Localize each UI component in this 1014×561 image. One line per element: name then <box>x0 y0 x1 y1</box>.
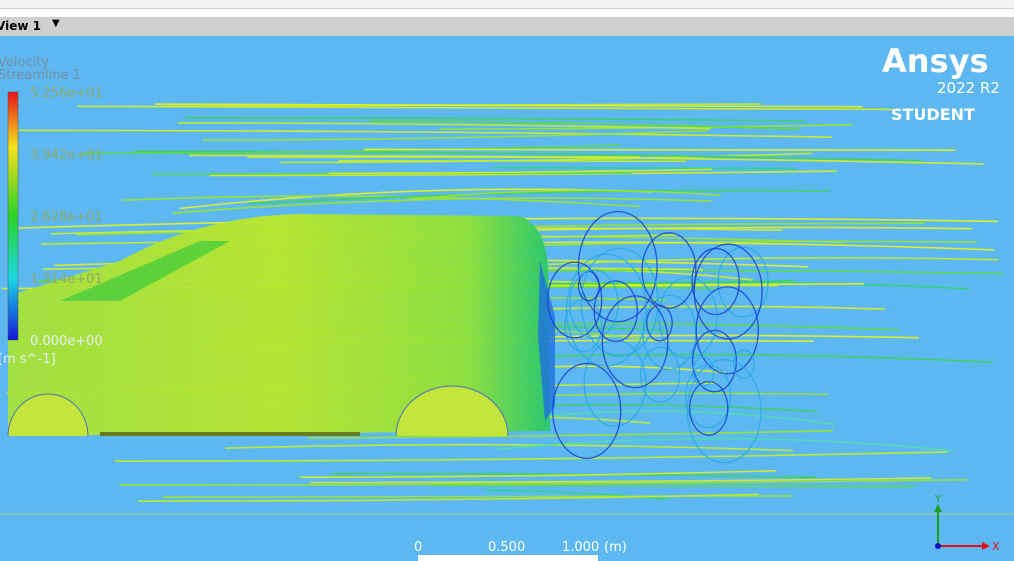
streamline <box>484 489 668 501</box>
view-dropdown[interactable]: ▼ <box>52 18 60 29</box>
vortex-loop <box>717 246 769 318</box>
streamline <box>280 152 813 164</box>
streamline <box>307 429 833 439</box>
legend-label: 3.942e+01 <box>30 148 103 163</box>
streamline <box>209 170 837 177</box>
streamline <box>177 122 711 130</box>
streamline <box>390 189 721 203</box>
streamline <box>430 484 915 488</box>
color-bar <box>7 91 19 341</box>
legend-unit: [m s^-1] <box>0 352 56 367</box>
wake-vortices <box>547 210 769 464</box>
legend-variable: Velocity <box>0 55 49 70</box>
vortex-loop <box>693 243 763 340</box>
scale-labels: 0 0.500 1.000 (m) <box>414 540 627 555</box>
vortex-loop <box>639 346 681 403</box>
legend-object: Streamline 1 <box>0 68 81 83</box>
streamline <box>82 144 621 155</box>
scale-label: 1.000 <box>562 540 599 555</box>
streamline <box>225 443 794 452</box>
streamline <box>121 195 641 208</box>
vortex-loop <box>688 380 729 436</box>
vortex-loop <box>691 247 740 316</box>
streamline <box>172 197 712 214</box>
streamline <box>338 159 687 163</box>
underbody <box>100 432 360 436</box>
front-wheel <box>7 393 89 437</box>
legend-label: 5.256e+01 <box>30 86 103 101</box>
streamline <box>492 166 796 170</box>
vortex-loop <box>601 295 669 389</box>
vortex-loop <box>692 356 715 387</box>
streamline <box>135 150 923 162</box>
logo-edition: STUDENT <box>891 105 975 124</box>
vortex-loop <box>552 362 622 460</box>
y-arrowhead <box>934 504 942 512</box>
vortex-loop <box>568 269 619 339</box>
streamline <box>370 120 800 131</box>
streamline <box>114 451 948 463</box>
vortex-loop <box>695 286 759 375</box>
streamline <box>309 477 932 484</box>
vortex-loop <box>547 261 603 339</box>
triad-origin <box>935 543 941 549</box>
legend-labels: 5.256e+01 3.942e+01 2.628e+01 1.314e+01 0.00… <box>30 86 103 349</box>
streamline <box>248 189 830 205</box>
streamline <box>152 172 632 176</box>
streamline <box>364 148 956 151</box>
streamline <box>119 478 969 486</box>
vortex-loop <box>732 349 755 380</box>
vortex-loop <box>641 232 697 309</box>
streamline <box>154 103 863 108</box>
rear-wake <box>538 261 555 421</box>
streamline <box>188 154 984 165</box>
streamline <box>10 129 832 139</box>
streamline <box>328 168 712 175</box>
scale-bar <box>418 555 598 561</box>
vortex-loop <box>658 276 718 359</box>
streamline <box>184 116 804 122</box>
vortex-loop <box>686 359 762 464</box>
axis-x-label: X <box>992 540 1000 553</box>
view-bar[interactable]: View 1 ▼ <box>0 17 1014 36</box>
rear-wheel <box>395 385 509 437</box>
vortex-loop <box>577 210 658 323</box>
toolbar <box>0 0 1014 9</box>
axis-y-label: Y <box>934 494 942 505</box>
vortex-loop <box>691 329 738 393</box>
windshield <box>60 241 230 301</box>
streamline <box>202 129 708 141</box>
x-arrowhead <box>982 542 990 550</box>
streamline <box>138 493 759 502</box>
legend-label: 1.314e+01 <box>30 272 103 287</box>
view-label[interactable]: View 1 <box>0 19 41 33</box>
streamline <box>299 469 776 479</box>
viewport: Velocity Streamline 1 5.256e+01 3.942e+01… <box>0 36 1014 561</box>
vortex-loop <box>580 247 659 357</box>
vortex-loop <box>564 299 603 353</box>
logo-brand: Ansys <box>882 42 989 80</box>
legend-label: 0.000e+00 <box>30 334 103 349</box>
scale-label: 0.500 <box>488 540 525 555</box>
scale-unit: (m) <box>604 540 627 555</box>
vortex-loop <box>583 339 647 427</box>
streamline <box>497 437 955 452</box>
scale-label: 0 <box>414 540 422 555</box>
logo-version: 2022 R2 <box>937 79 1000 97</box>
legend-label: 2.628e+01 <box>30 210 103 225</box>
